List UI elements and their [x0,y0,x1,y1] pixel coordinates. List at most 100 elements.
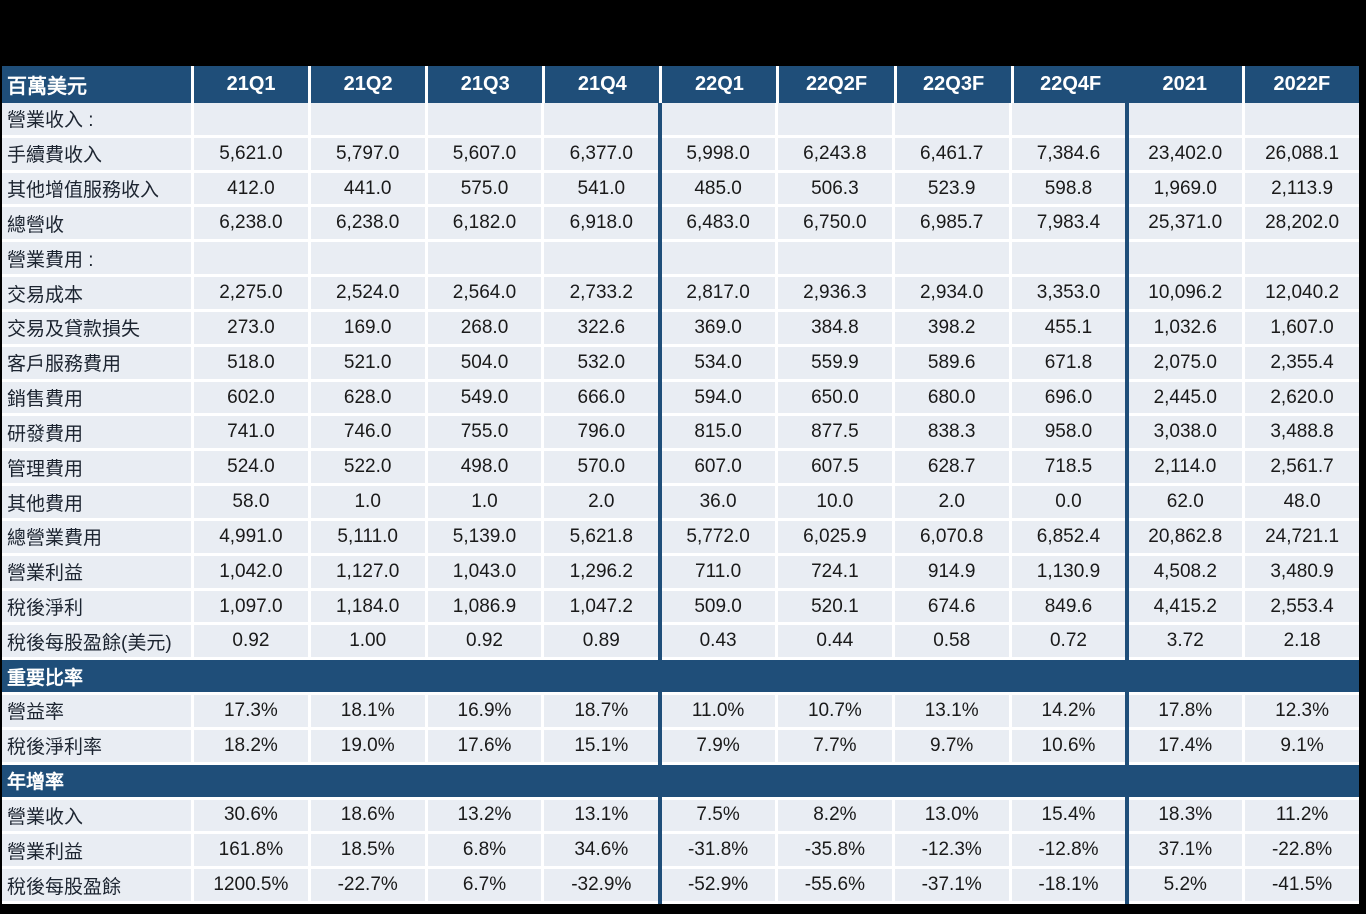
value-cell: 28,202.0 [1242,207,1359,243]
value-cell: 1,184.0 [307,590,425,626]
value-cell: 10.0 [774,486,892,521]
row-label: 營業費用 : [2,242,191,278]
value-cell: 589.6 [891,346,1009,382]
value-cell: 13.2% [424,799,542,835]
section-band-label: 年增率 [2,764,1359,800]
value-cell: 1,607.0 [1242,311,1359,347]
divider-2021q-2022q [658,103,662,904]
column-header-22Q4F: 22Q4F [1010,66,1128,103]
row-label: 稅後淨利率 [2,729,191,765]
table-body: 營業收入 : 手續費收入 5,621.0 5,797.0 5,607.0 6,377.0 5… [2,103,1359,905]
value-cell: 1,042.0 [191,555,308,591]
value-cell: 17.3% [191,695,308,730]
value-cell: 838.3 [891,416,1009,452]
value-cell: 6.8% [424,834,542,870]
value-cell: 524.0 [191,451,308,487]
value-cell: -52.9% [658,869,775,905]
value-cell: 5,621.0 [191,137,308,173]
value-cell: 570.0 [541,451,659,487]
value-cell: 521.0 [307,346,425,382]
value-cell: 650.0 [774,381,892,417]
value-cell: 23,402.0 [1125,137,1243,173]
value-cell: 16.9% [424,695,542,730]
value-cell: 6,238.0 [191,207,308,243]
value-cell: 602.0 [191,381,308,417]
value-cell: -22.7% [307,869,425,905]
value-cell: 10.7% [774,695,892,730]
value-cell: 518.0 [191,346,308,382]
row-label: 其他費用 [2,486,191,521]
table-row: 稅後淨利率 18.2% 19.0% 17.6% 15.1% 7.9% 7.7% 9.7% 10.… [2,729,1359,765]
value-cell: 628.7 [891,451,1009,487]
value-cell [774,103,892,138]
value-cell: 534.0 [658,346,775,382]
value-cell: 3,038.0 [1125,416,1243,452]
value-cell: 718.5 [1008,451,1126,487]
value-cell: 485.0 [658,172,775,208]
value-cell: 3,353.0 [1008,277,1126,312]
value-cell [307,242,425,278]
value-cell: 26,088.1 [1242,137,1359,173]
row-label: 總營業費用 [2,520,191,556]
value-cell: 18.2% [191,729,308,765]
value-cell: 9.7% [891,729,1009,765]
row-label: 營業利益 [2,834,191,870]
table-header-row: 百萬美元 21Q1 21Q2 21Q3 21Q4 22Q1 22Q2F 22Q3F 22Q4F 2… [2,66,1359,103]
value-cell: 0.72 [1008,625,1126,661]
row-label: 交易及貸款損失 [2,311,191,347]
value-cell: 575.0 [424,172,542,208]
value-cell: 520.1 [774,590,892,626]
value-cell: 37.1% [1125,834,1243,870]
value-cell: 5,772.0 [658,520,775,556]
table-row: 總營收 6,238.0 6,238.0 6,182.0 6,918.0 6,483.0 6,… [2,207,1359,243]
value-cell [541,103,659,138]
row-label: 手續費收入 [2,137,191,173]
value-cell: 2,936.3 [774,277,892,312]
value-cell: 628.0 [307,381,425,417]
value-cell: 48.0 [1242,486,1359,521]
table-row: 其他費用 58.0 1.0 1.0 2.0 36.0 10.0 2.0 0.0 62.0 48.0 [2,486,1359,521]
value-cell: 6,852.4 [1008,520,1126,556]
value-cell: 549.0 [424,381,542,417]
financial-estimates-table: 百萬美元 21Q1 21Q2 21Q3 21Q4 22Q1 22Q2F 22Q3F 22Q4F 2… [2,66,1359,905]
value-cell: -32.9% [541,869,659,905]
value-cell: 6,025.9 [774,520,892,556]
value-cell: 5.2% [1125,869,1243,905]
value-cell [774,242,892,278]
value-cell [1008,103,1126,138]
value-cell: 34.6% [541,834,659,870]
value-cell: 849.6 [1008,590,1126,626]
value-cell: 169.0 [307,311,425,347]
table-row: 其他增值服務收入 412.0 441.0 575.0 541.0 485.0 506.3 52… [2,172,1359,208]
value-cell: 755.0 [424,416,542,452]
value-cell: 5,621.8 [541,520,659,556]
value-cell [424,103,542,138]
value-cell: 398.2 [891,311,1009,347]
value-cell: 268.0 [424,311,542,347]
column-header-22Q2F: 22Q2F [776,66,894,103]
value-cell: 0.92 [191,625,308,661]
row-label: 總營收 [2,207,191,243]
row-label: 其他增值服務收入 [2,172,191,208]
value-cell: 1,086.9 [424,590,542,626]
value-cell: 0.89 [541,625,659,661]
row-label: 研發費用 [2,416,191,452]
value-cell: 6,182.0 [424,207,542,243]
column-header-2022F: 2022F [1241,66,1359,103]
value-cell: 1.0 [424,486,542,521]
value-cell: 1,047.2 [541,590,659,626]
value-cell: 4,991.0 [191,520,308,556]
value-cell: 2,733.2 [541,277,659,312]
value-cell: 1,032.6 [1125,311,1243,347]
value-cell: 1,296.2 [541,555,659,591]
value-cell: 746.0 [307,416,425,452]
value-cell: 1,097.0 [191,590,308,626]
value-cell: 9.1% [1242,729,1359,765]
column-header-21Q1: 21Q1 [191,66,309,103]
table-row: 管理費用 524.0 522.0 498.0 570.0 607.0 607.5 628.7 7… [2,451,1359,487]
value-cell: 5,139.0 [424,520,542,556]
value-cell: 0.92 [424,625,542,661]
value-cell: 6.7% [424,869,542,905]
value-cell: 607.0 [658,451,775,487]
